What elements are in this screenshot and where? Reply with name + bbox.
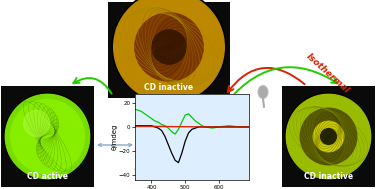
Text: Isothermal: Isothermal	[305, 52, 351, 95]
Circle shape	[152, 30, 186, 64]
Circle shape	[285, 93, 372, 180]
Wedge shape	[135, 170, 152, 179]
Bar	[282, 86, 375, 187]
Circle shape	[5, 94, 90, 179]
Circle shape	[24, 110, 50, 136]
Y-axis label: θ/mdeg: θ/mdeg	[111, 124, 117, 150]
Bar	[108, 2, 230, 98]
Ellipse shape	[259, 87, 267, 98]
Circle shape	[321, 129, 336, 144]
Bar	[1, 86, 94, 187]
Circle shape	[11, 100, 85, 174]
Text: CD inactive: CD inactive	[144, 83, 194, 92]
Circle shape	[152, 156, 156, 161]
Ellipse shape	[258, 85, 268, 98]
Circle shape	[4, 93, 91, 180]
Circle shape	[114, 0, 224, 102]
Circle shape	[112, 0, 226, 104]
Wedge shape	[136, 170, 149, 177]
Circle shape	[300, 108, 357, 165]
Circle shape	[135, 13, 203, 81]
Text: CD active: CD active	[27, 172, 68, 181]
Ellipse shape	[135, 167, 151, 171]
Circle shape	[286, 94, 371, 179]
Text: CD inactive: CD inactive	[304, 172, 353, 181]
Circle shape	[313, 121, 344, 152]
Ellipse shape	[134, 167, 152, 172]
